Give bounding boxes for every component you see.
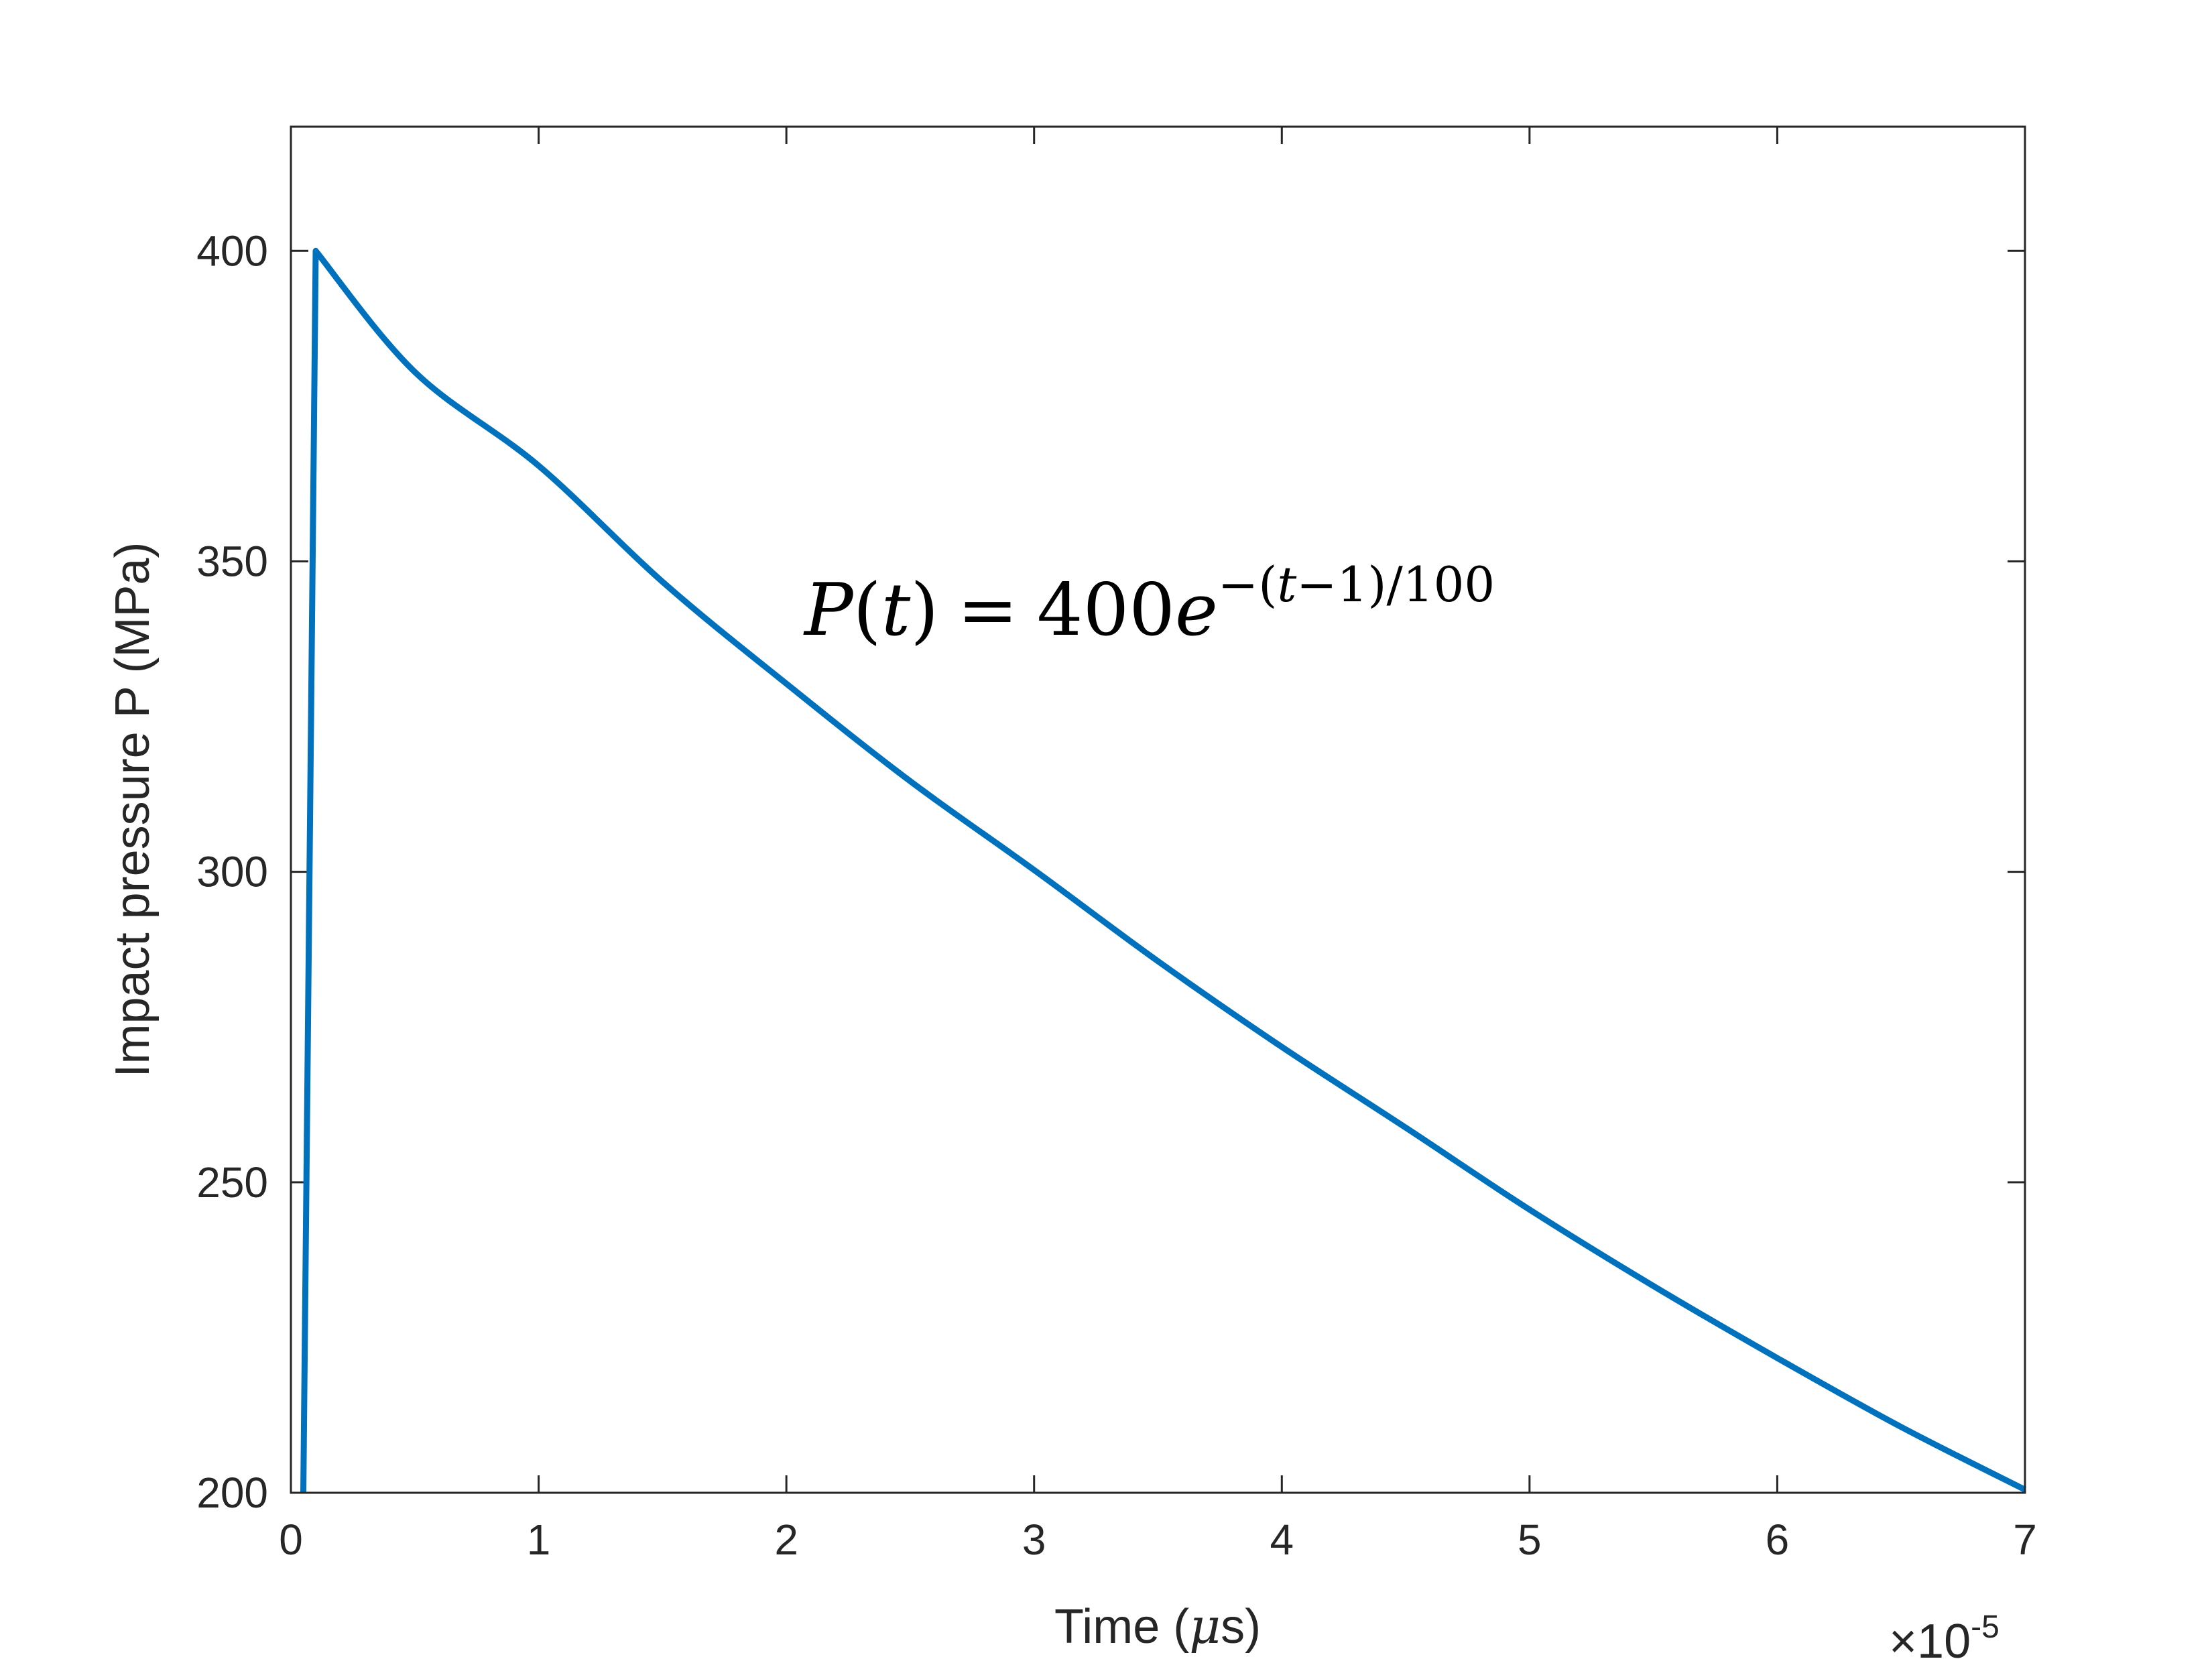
equation-annotation: P(t) = 400e−(t−1)/100: [803, 556, 1495, 652]
x-axis-label-text: Time (: [1054, 1600, 1189, 1654]
x-tick-label: 3: [1022, 1516, 1046, 1564]
eq-open-paren: (: [853, 568, 881, 652]
eq-exp-rest: −1)/100: [1296, 556, 1495, 613]
x-axis-label-mu: μ: [1189, 1598, 1221, 1654]
eq-coefficient: 400: [1037, 568, 1175, 652]
series-line: [300, 247, 2027, 1493]
eq-close-paren: ): [910, 568, 938, 652]
x-axis-label: Time (μs): [1054, 1598, 1261, 1654]
y-tick-label: 200: [196, 1469, 268, 1517]
eq-P: P: [803, 568, 855, 652]
series-layer: [300, 247, 2027, 1493]
x-tick-label: 1: [527, 1516, 551, 1564]
x-exponent-label: ×10-5: [1889, 1609, 2000, 1659]
tick-labels: 0 1 2 3 4 5 6 7 200 250 300 350 400: [196, 227, 2037, 1564]
eq-t: t: [881, 568, 911, 652]
eq-e: e: [1175, 568, 1218, 652]
plot-frame: [290, 125, 2026, 1494]
y-tick-label: 250: [196, 1158, 268, 1207]
x-axis-label-unit: s): [1221, 1600, 1261, 1654]
plot-area: [291, 127, 2025, 1493]
eq-exp-minus: −: [1218, 556, 1258, 613]
x-tick-label: 4: [1270, 1516, 1294, 1564]
x-exponent-prefix: ×10: [1889, 1615, 1971, 1659]
x-tick-label: 0: [279, 1516, 303, 1564]
x-tick-label: 2: [774, 1516, 798, 1564]
x-tick-label: 6: [1766, 1516, 1790, 1564]
x-tick-label: 7: [2013, 1516, 2037, 1564]
x-tick-label: 5: [1518, 1516, 1542, 1564]
y-tick-label: 300: [196, 848, 268, 896]
y-tick-label: 350: [196, 537, 268, 585]
eq-exp-t: t: [1277, 556, 1297, 613]
x-exponent-power: -5: [1971, 1609, 2000, 1645]
y-axis-label: Impact pressure P (MPa): [106, 542, 160, 1078]
eq-equals: =: [957, 568, 1018, 652]
y-tick-label: 400: [196, 227, 268, 275]
eq-exp-open: (: [1258, 556, 1277, 613]
